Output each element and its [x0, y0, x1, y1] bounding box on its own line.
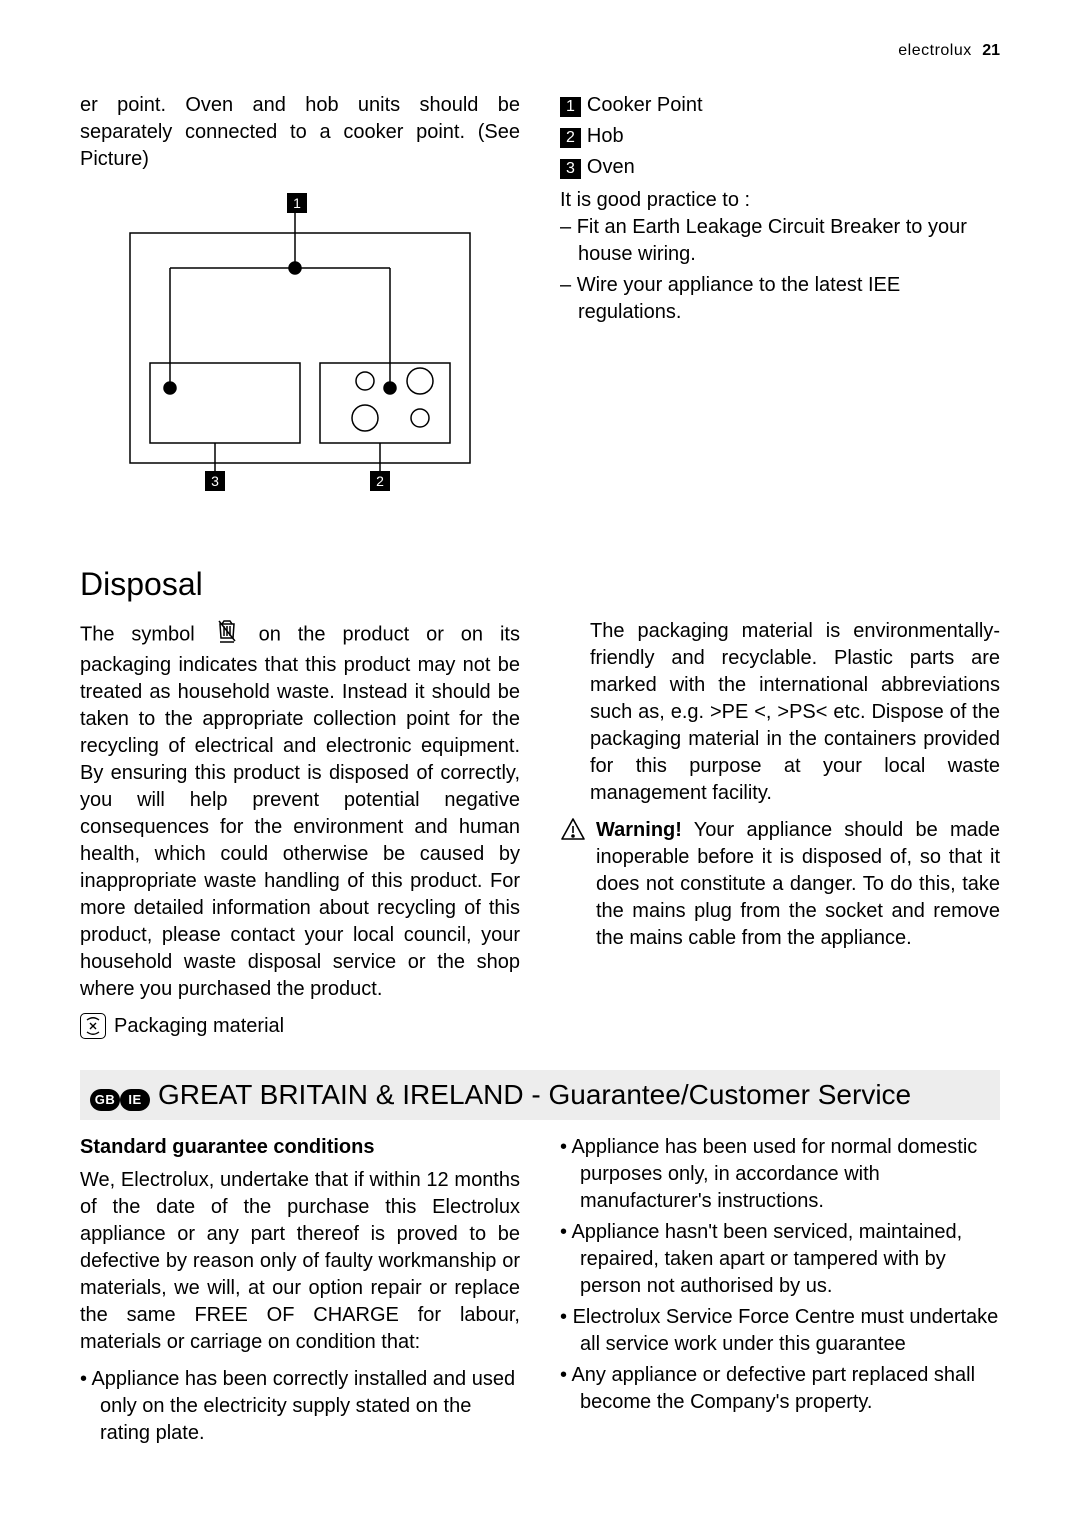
guarantee-banner: GBIE GREAT BRITAIN & IRELAND - Guarantee… [80, 1070, 1000, 1120]
legend-item: 2 Hob [560, 123, 1000, 150]
list-item: Appliance has been correctly installed a… [80, 1366, 520, 1447]
list-item: Any appliance or defective part replaced… [560, 1362, 1000, 1416]
list-item: Wire your appliance to the latest IEE re… [560, 272, 1000, 326]
diagram-legend: 1 Cooker Point 2 Hob 3 Oven [560, 92, 1000, 181]
top-section: er point. Oven and hob units should be s… [80, 92, 1000, 533]
top-left-col: er point. Oven and hob units should be s… [80, 92, 520, 533]
legend-label: Hob [587, 125, 624, 147]
disposal-right: The packaging material is environmentall… [560, 618, 1000, 1040]
guarantee-right-list: Appliance has been used for normal domes… [560, 1134, 1000, 1416]
warning-label: Warning! [596, 819, 682, 841]
guarantee-heading: GREAT BRITAIN & IRELAND - Guarantee/Cust… [158, 1076, 911, 1114]
packaging-row: Packaging material [80, 1013, 520, 1040]
guarantee-right: Appliance has been used for normal domes… [560, 1134, 1000, 1451]
diagram-svg: 1 3 2 [120, 193, 480, 503]
warning-text: Warning! Your appliance should be made i… [596, 817, 1000, 952]
country-pill: IE [120, 1089, 150, 1111]
list-item: Fit an Earth Leakage Circuit Breaker to … [560, 214, 1000, 268]
svg-text:1: 1 [293, 195, 301, 211]
disposal-heading: Disposal [80, 563, 1000, 606]
wiring-diagram: 1 3 2 [80, 193, 520, 503]
list-item: Appliance hasn't been serviced, maintain… [560, 1219, 1000, 1300]
legend-badge: 3 [560, 159, 581, 179]
legend-label: Oven [587, 156, 635, 178]
packaging-icon [80, 1013, 106, 1039]
good-practice-intro: It is good practice to : [560, 187, 1000, 214]
guarantee-left-list: Appliance has been correctly installed a… [80, 1366, 520, 1447]
disposal-paragraph: The symbol on the product or on its pack… [80, 618, 520, 1003]
svg-text:2: 2 [376, 473, 384, 489]
legend-label: Cooker Point [587, 94, 703, 116]
country-pill: GB [90, 1089, 120, 1111]
guarantee-subhead: Standard guarantee conditions [80, 1134, 520, 1161]
disposal-para-pre: The symbol [80, 623, 212, 645]
disposal-section: The symbol on the product or on its pack… [80, 618, 1000, 1040]
list-item: Appliance has been used for normal domes… [560, 1134, 1000, 1215]
legend-item: 3 Oven [560, 154, 1000, 181]
guarantee-section: Standard guarantee conditions We, Electr… [80, 1134, 1000, 1451]
good-practice-list: Fit an Earth Leakage Circuit Breaker to … [560, 214, 1000, 326]
guarantee-left: Standard guarantee conditions We, Electr… [80, 1134, 520, 1451]
disposal-left: The symbol on the product or on its pack… [80, 618, 520, 1040]
top-right-col: 1 Cooker Point 2 Hob 3 Oven It is good practi… [560, 92, 1000, 533]
warning-icon [560, 817, 586, 849]
svg-text:3: 3 [211, 473, 219, 489]
page-header: electrolux 21 [80, 40, 1000, 62]
guarantee-intro: We, Electrolux, undertake that if within… [80, 1167, 520, 1356]
page-number: 21 [982, 42, 1000, 59]
warning-block: Warning! Your appliance should be made i… [560, 817, 1000, 962]
packaging-label: Packaging material [114, 1013, 284, 1040]
legend-badge: 2 [560, 128, 581, 148]
country-pills: GBIE [90, 1076, 150, 1114]
weee-bin-icon [216, 618, 238, 652]
legend-badge: 1 [560, 97, 581, 117]
packaging-paragraph: The packaging material is environmentall… [560, 618, 1000, 807]
intro-paragraph: er point. Oven and hob units should be s… [80, 92, 520, 173]
disposal-para-post: on the product or on its packaging indic… [80, 623, 520, 1000]
brand-label: electrolux [898, 42, 971, 59]
legend-item: 1 Cooker Point [560, 92, 1000, 119]
list-item: Electrolux Service Force Centre must und… [560, 1304, 1000, 1358]
